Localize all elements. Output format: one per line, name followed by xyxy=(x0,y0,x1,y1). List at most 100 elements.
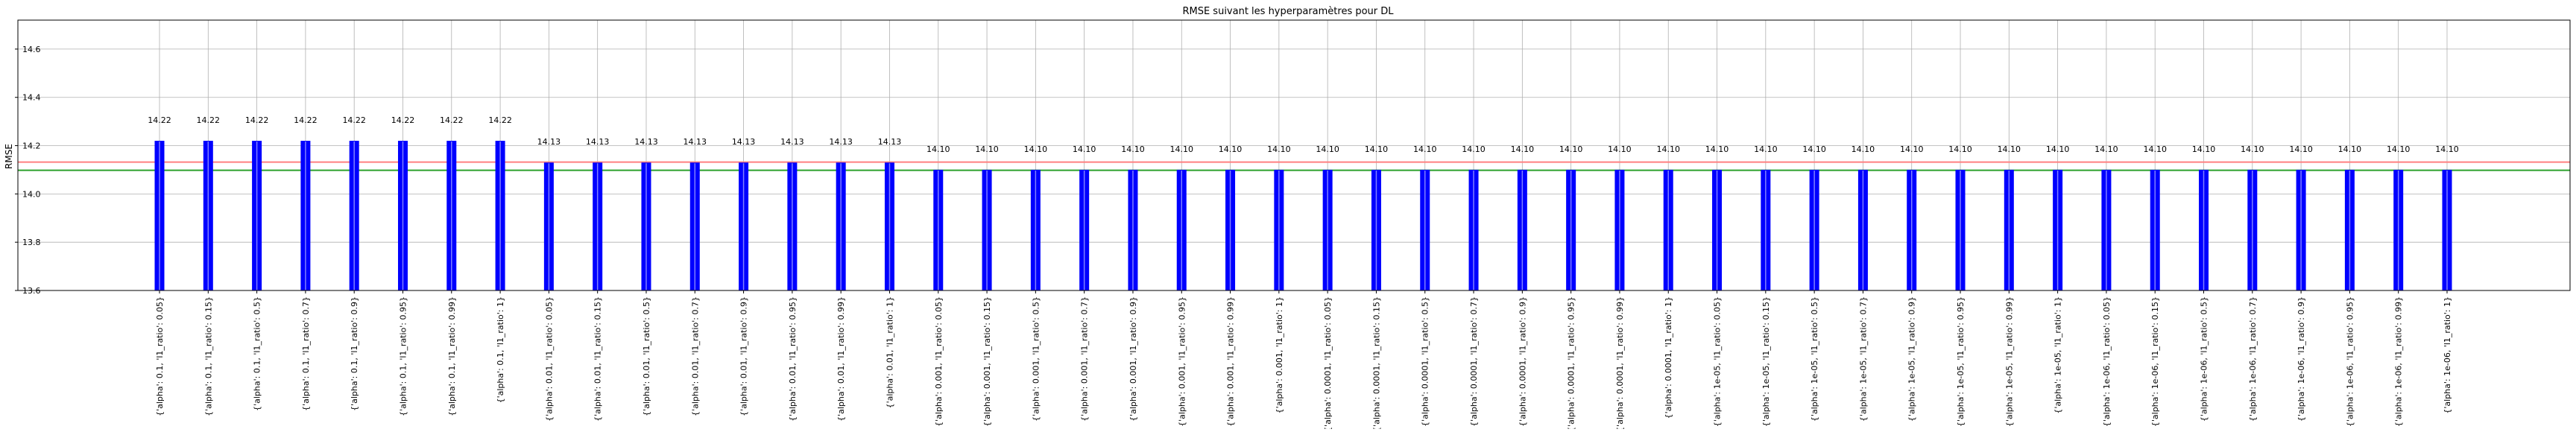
x-tick-label: {'alpha': 0.1, 'l1_ratio': 1} xyxy=(496,296,505,403)
data-label: 14.13 xyxy=(780,137,804,147)
x-tick-label: {'alpha': 0.0001, 'l1_ratio': 0.15} xyxy=(1371,296,1381,429)
x-tick-labels: {'alpha': 0.1, 'l1_ratio': 0.05} {'alpha'… xyxy=(155,290,2452,432)
x-tick-label: {'alpha': 1e-05, 'l1_ratio': 0.5} xyxy=(1810,296,1819,422)
x-tick-label: {'alpha': 1e-06, 'l1_ratio': 1} xyxy=(2443,296,2452,414)
x-tick-label: {'alpha': 0.001, 'l1_ratio': 0.05} xyxy=(934,296,944,427)
data-label: 14.13 xyxy=(537,137,561,147)
x-tick-label: {'alpha': 1e-05, 'l1_ratio': 0.99} xyxy=(2004,296,2014,427)
x-tick-label: {'alpha': 0.1, 'l1_ratio': 0.15} xyxy=(203,296,213,416)
data-label: 14.10 xyxy=(975,144,999,154)
x-tick-label: {'alpha': 0.01, 'l1_ratio': 0.95} xyxy=(788,296,798,422)
data-label: 14.10 xyxy=(1170,144,1194,154)
x-tick-label: {'alpha': 1e-05, 'l1_ratio': 0.95} xyxy=(1956,296,1966,427)
data-label: 14.22 xyxy=(342,115,366,125)
data-label: 14.10 xyxy=(1365,144,1389,154)
data-label: 14.10 xyxy=(1462,144,1486,154)
x-tick-label: {'alpha': 0.1, 'l1_ratio': 0.5} xyxy=(253,296,262,411)
y-tick-label: 14.4 xyxy=(22,93,41,103)
reference-lines xyxy=(18,161,2570,171)
x-tick-label: {'alpha': 1e-06, 'l1_ratio': 0.99} xyxy=(2394,296,2404,427)
x-tick-label: {'alpha': 0.01, 'l1_ratio': 0.5} xyxy=(642,296,651,416)
y-tick-label: 13.8 xyxy=(22,238,41,247)
x-tick-label: {'alpha': 0.0001, 'l1_ratio': 0.99} xyxy=(1615,296,1625,429)
data-label: 14.10 xyxy=(1754,144,1778,154)
plot-frame xyxy=(17,19,2571,291)
data-label: 14.13 xyxy=(732,137,756,147)
data-label: 14.10 xyxy=(1121,144,1145,154)
x-tick-label: {'alpha': 0.01, 'l1_ratio': 0.99} xyxy=(836,296,846,422)
data-label: 14.10 xyxy=(1316,144,1339,154)
data-label: 14.10 xyxy=(1656,144,1680,154)
x-tick-label: {'alpha': 0.01, 'l1_ratio': 0.05} xyxy=(544,296,554,422)
data-label: 14.10 xyxy=(2094,144,2118,154)
data-label: 14.10 xyxy=(1852,144,1875,154)
x-tick-label: {'alpha': 0.0001, 'l1_ratio': 0.9} xyxy=(1518,296,1527,427)
data-label: 14.10 xyxy=(1608,144,1632,154)
data-label: 14.22 xyxy=(294,115,318,125)
data-label: 14.10 xyxy=(1024,144,1048,154)
x-tick-label: {'alpha': 1e-05, 'l1_ratio': 1} xyxy=(2053,296,2063,414)
x-tick-label: {'alpha': 1e-05, 'l1_ratio': 0.05} xyxy=(1713,296,1723,427)
data-label: 14.10 xyxy=(1802,144,1826,154)
x-tick-label: {'alpha': 1e-05, 'l1_ratio': 0.9} xyxy=(1907,296,1917,422)
data-label: 14.10 xyxy=(926,144,950,154)
x-tick-label: {'alpha': 0.1, 'l1_ratio': 0.99} xyxy=(447,296,457,416)
data-label: 14.10 xyxy=(1073,144,1096,154)
data-label: 14.22 xyxy=(391,115,415,125)
x-tick-label: {'alpha': 1e-05, 'l1_ratio': 0.7} xyxy=(1858,296,1868,422)
y-tick-label: 14.2 xyxy=(22,142,41,151)
data-labels: 14.22 14.22 14.22 14.22 14.22 14.22 14.22 14.22… xyxy=(148,115,2459,154)
bars xyxy=(154,141,2452,290)
x-tick-label: {'alpha': 0.01, 'l1_ratio': 0.9} xyxy=(739,296,749,416)
data-label: 14.10 xyxy=(1948,144,1972,154)
data-label: 14.10 xyxy=(2387,144,2411,154)
data-label: 14.22 xyxy=(197,115,221,125)
data-label: 14.10 xyxy=(1705,144,1729,154)
x-tick-label: {'alpha': 0.0001, 'l1_ratio': 0.5} xyxy=(1421,296,1430,427)
data-label: 14.10 xyxy=(1998,144,2021,154)
data-label: 14.10 xyxy=(2143,144,2167,154)
data-label: 14.10 xyxy=(2435,144,2459,154)
y-tick-label: 14.6 xyxy=(22,45,41,54)
data-label: 14.22 xyxy=(148,115,171,125)
x-tick-label: {'alpha': 1e-05, 'l1_ratio': 0.15} xyxy=(1761,296,1771,427)
chart-title: RMSE suivant les hyperparamètres pour DL xyxy=(1182,6,1394,17)
data-label: 14.22 xyxy=(440,115,464,125)
data-label: 14.22 xyxy=(488,115,512,125)
x-tick-label: {'alpha': 1e-06, 'l1_ratio': 0.9} xyxy=(2296,296,2306,422)
data-label: 14.10 xyxy=(2241,144,2264,154)
x-tick-label: {'alpha': 0.001, 'l1_ratio': 0.95} xyxy=(1177,296,1187,427)
data-label: 14.13 xyxy=(829,137,853,147)
y-axis-label: RMSE xyxy=(4,144,14,169)
y-tick-label: 14.0 xyxy=(22,189,41,199)
data-label: 14.10 xyxy=(2192,144,2216,154)
x-tick-label: {'alpha': 0.0001, 'l1_ratio': 0.05} xyxy=(1323,296,1333,429)
data-label: 14.13 xyxy=(586,137,610,147)
x-tick-label: {'alpha': 0.1, 'l1_ratio': 0.95} xyxy=(398,296,408,416)
data-label: 14.10 xyxy=(2046,144,2070,154)
x-tick-label: {'alpha': 0.0001, 'l1_ratio': 1} xyxy=(1664,296,1673,419)
x-tick-label: {'alpha': 0.001, 'l1_ratio': 0.5} xyxy=(1031,296,1041,422)
x-tick-label: {'alpha': 1e-06, 'l1_ratio': 0.7} xyxy=(2248,296,2258,422)
x-tick-label: {'alpha': 1e-06, 'l1_ratio': 0.15} xyxy=(2150,296,2160,427)
data-label: 14.10 xyxy=(1413,144,1437,154)
data-label: 14.10 xyxy=(1219,144,1243,154)
data-label: 14.10 xyxy=(1267,144,1291,154)
x-tick-label: {'alpha': 0.001, 'l1_ratio': 0.15} xyxy=(982,296,992,427)
x-tick-label: {'alpha': 1e-06, 'l1_ratio': 0.5} xyxy=(2200,296,2209,422)
data-label: 14.10 xyxy=(1511,144,1535,154)
x-tick-label: {'alpha': 0.0001, 'l1_ratio': 0.95} xyxy=(1567,296,1576,429)
x-tick-label: {'alpha': 0.1, 'l1_ratio': 0.05} xyxy=(155,296,165,416)
x-tick-label: {'alpha': 0.01, 'l1_ratio': 0.7} xyxy=(690,296,700,416)
data-label: 14.10 xyxy=(2289,144,2313,154)
x-tick-label: {'alpha': 0.001, 'l1_ratio': 0.7} xyxy=(1080,296,1090,422)
x-tick-label: {'alpha': 0.0001, 'l1_ratio': 0.7} xyxy=(1469,296,1479,427)
data-label: 14.10 xyxy=(1900,144,1924,154)
data-label: 14.13 xyxy=(878,137,902,147)
x-tick-label: {'alpha': 0.1, 'l1_ratio': 0.7} xyxy=(301,296,311,411)
y-tick-labels: 13.613.814.014.214.414.6 xyxy=(15,45,41,296)
data-label: 14.13 xyxy=(684,137,707,147)
x-tick-label: {'alpha': 0.001, 'l1_ratio': 0.99} xyxy=(1226,296,1236,427)
